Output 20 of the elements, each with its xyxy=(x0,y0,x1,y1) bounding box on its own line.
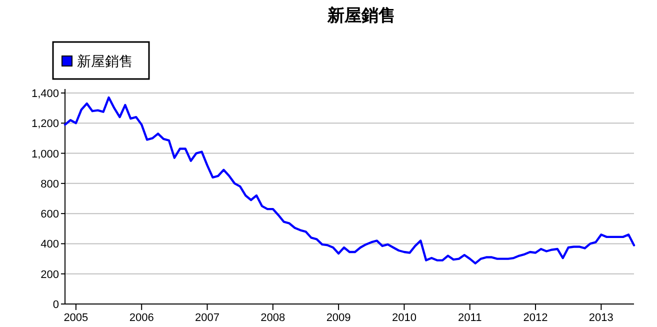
x-tick-label: 2010 xyxy=(392,312,416,324)
y-tick-label: 1,000 xyxy=(31,148,59,160)
x-tick-label: 2005 xyxy=(64,312,88,324)
y-tick-label: 0 xyxy=(52,299,59,311)
x-tick-label: 2011 xyxy=(458,312,482,324)
y-tick-label: 800 xyxy=(40,178,59,190)
line-series xyxy=(64,96,636,264)
y-tick-label: 200 xyxy=(40,268,59,281)
y-tick-label: 600 xyxy=(40,208,59,221)
x-tick-label: 2013 xyxy=(588,312,614,324)
chart-title: 新屋銷售 xyxy=(326,6,396,25)
x-tick-label: 2009 xyxy=(326,312,351,324)
y-tick-label: 1,400 xyxy=(31,88,59,100)
x-tick-label: 2006 xyxy=(129,312,154,324)
x-tick-label: 2012 xyxy=(523,312,548,324)
x-tick-label: 2007 xyxy=(195,312,220,324)
x-tick-label: 2008 xyxy=(260,312,286,324)
y-tick-label: 1,200 xyxy=(31,118,59,130)
y-tick-label: 400 xyxy=(40,238,59,251)
legend-label: 新屋銷售 xyxy=(77,53,133,69)
